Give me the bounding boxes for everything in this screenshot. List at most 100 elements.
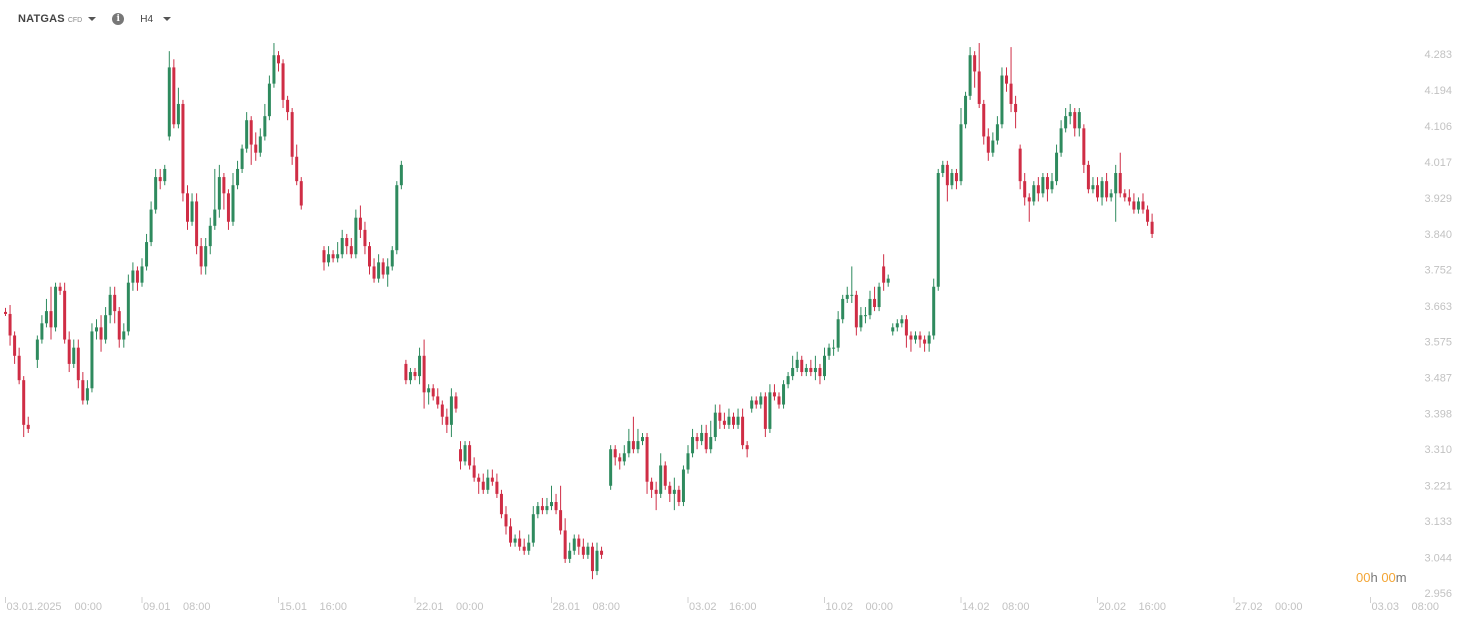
candle [131, 262, 135, 291]
price-tick-label: 3.221 [1424, 480, 1452, 492]
candle-body [627, 441, 631, 454]
candle [995, 116, 999, 145]
symbol-name[interactable]: NATGAS [18, 13, 65, 25]
candle-body [499, 493, 503, 515]
candle [1045, 173, 1049, 202]
candle [345, 233, 349, 255]
candle-body [968, 55, 972, 96]
timeframe-dropdown-icon[interactable] [163, 17, 172, 21]
candle-body [195, 201, 199, 247]
candle [750, 396, 754, 413]
candle-body [959, 124, 963, 182]
candle [554, 493, 558, 515]
time-tick-time: 08:00 [183, 601, 211, 613]
candle-body [263, 116, 267, 137]
candle [1118, 152, 1122, 198]
candle-body [609, 449, 613, 486]
candle [17, 347, 21, 385]
candle-body [536, 506, 540, 515]
candle-body [4, 311, 7, 314]
candle [854, 290, 858, 336]
candle-body [190, 201, 194, 222]
candle-body [809, 367, 813, 373]
candle [408, 367, 412, 385]
candle [827, 343, 831, 360]
price-tick-label: 3.044 [1424, 552, 1452, 564]
candle-body [600, 550, 604, 555]
candle-body [923, 339, 927, 344]
candle [763, 392, 767, 438]
candle [550, 485, 553, 511]
candle [63, 282, 67, 344]
info-icon[interactable]: i [112, 13, 125, 25]
candle [431, 384, 435, 401]
candle [522, 538, 526, 555]
chart-toolbar: NATGAS CFD i H4 [18, 8, 172, 30]
candle-body [126, 282, 130, 332]
candle [941, 160, 945, 178]
candle-body [186, 193, 189, 222]
price-tick-label: 4.283 [1424, 49, 1452, 61]
candle [1064, 108, 1068, 133]
time-tick-date: 27.02 [1235, 601, 1263, 613]
candle [254, 132, 258, 161]
candle-body [1055, 152, 1059, 182]
timeframe-selector[interactable]: H4 [140, 13, 154, 25]
candle [704, 424, 708, 454]
candle [472, 457, 476, 482]
candle [54, 282, 58, 332]
candle [35, 335, 39, 368]
candle [977, 43, 981, 109]
candle-body [873, 298, 877, 308]
candle [868, 290, 872, 320]
candle-body [245, 120, 249, 149]
candle [772, 384, 776, 401]
candle [818, 363, 822, 385]
candle-body [1064, 116, 1068, 129]
candle-body [554, 502, 558, 511]
candle-body [495, 481, 499, 494]
candle-body [436, 396, 440, 405]
symbol-dropdown-icon[interactable] [88, 17, 97, 21]
candle-body [1136, 201, 1140, 210]
candle [126, 274, 130, 336]
candle-body [540, 506, 544, 511]
candle-body [827, 347, 831, 356]
candle-body [486, 477, 490, 490]
candle-body [904, 319, 908, 336]
candle [613, 445, 617, 466]
candle-body [149, 209, 153, 243]
candle-body [882, 266, 886, 283]
candle-body [645, 437, 649, 482]
candle-body [581, 546, 585, 555]
candle-body [290, 112, 294, 157]
candle-body [695, 437, 699, 442]
candle-body [81, 380, 85, 401]
candle [686, 445, 690, 474]
candle-body [713, 412, 717, 438]
time-tick-time: 00:00 [866, 601, 894, 613]
candle [1032, 181, 1036, 206]
candle-body [222, 177, 226, 194]
candle-body [895, 323, 899, 328]
price-tick-label: 4.017 [1424, 157, 1452, 169]
candle [222, 173, 226, 210]
candle-body [1073, 112, 1077, 129]
candle [563, 518, 567, 563]
candle-body [1000, 75, 1004, 125]
candle-body [340, 237, 344, 255]
candle [322, 246, 326, 271]
candle-body [886, 278, 890, 283]
candle-body [986, 136, 990, 153]
candle-body [1123, 193, 1127, 198]
candle [577, 534, 581, 555]
candle-body [1045, 177, 1049, 190]
candle [67, 331, 71, 373]
candle-body [1050, 181, 1054, 190]
candle-body [750, 400, 754, 409]
candle-body [836, 319, 840, 348]
candle-body [777, 396, 781, 405]
candle [713, 404, 717, 442]
candle [1036, 177, 1040, 202]
